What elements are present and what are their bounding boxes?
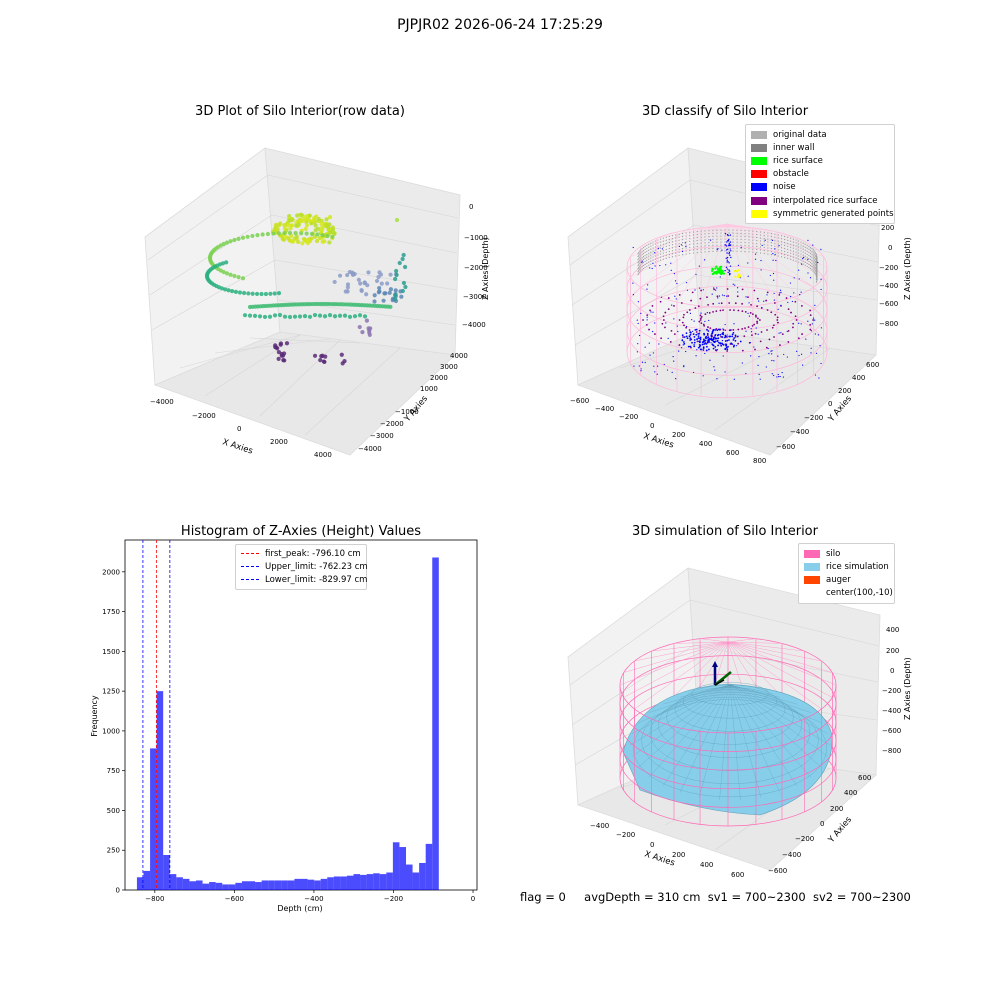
legend-entry: center(100,-10) bbox=[804, 587, 889, 600]
legend-label: center(100,-10) bbox=[826, 588, 893, 598]
simulation-ztick: −800 bbox=[882, 747, 901, 755]
simulation-ztick: 0 bbox=[890, 667, 894, 675]
legend-label: silo bbox=[826, 549, 840, 559]
simulation-y-label: Y Axies bbox=[826, 815, 854, 846]
legend-swatch bbox=[804, 563, 820, 571]
simulation-xtick: 600 bbox=[731, 871, 744, 879]
simulation-z-label: Z Axies (Depth) bbox=[903, 657, 912, 720]
simulation-ytick: 200 bbox=[830, 805, 843, 813]
simulation-xtick: 0 bbox=[650, 841, 654, 849]
simulation-ztick: −600 bbox=[882, 727, 901, 735]
legend-entry: auger bbox=[804, 573, 889, 586]
simulation-ztick: 200 bbox=[886, 647, 899, 655]
simulation-ytick: −200 bbox=[795, 835, 814, 843]
legend-entry: rice simulation bbox=[804, 560, 889, 573]
legend-label: rice simulation bbox=[826, 562, 889, 572]
simulation-legend: silo rice simulation auger center(100,-10) bbox=[798, 543, 895, 604]
legend-swatch bbox=[804, 576, 820, 584]
simulation-ytick: −400 bbox=[782, 851, 801, 859]
legend-entry: silo bbox=[804, 547, 889, 560]
legend-swatch bbox=[804, 589, 820, 597]
simulation-ytick: −600 bbox=[768, 867, 787, 875]
simulation-xtick: −400 bbox=[590, 822, 609, 830]
simulation-ytick: 400 bbox=[844, 789, 857, 797]
legend-label: auger bbox=[826, 575, 851, 585]
legend-swatch bbox=[804, 550, 820, 558]
simulation-xtick: 400 bbox=[700, 861, 713, 869]
simulation-ztick: −200 bbox=[882, 687, 901, 695]
simulation-ytick: 600 bbox=[858, 774, 871, 782]
simulation-ztick: −400 bbox=[882, 707, 901, 715]
status-avg-depth: avgDepth = 310 cm bbox=[584, 890, 700, 904]
status-line: flag = 0 avgDepth = 310 cm sv1 = 700~230… bbox=[520, 890, 911, 904]
status-sv2: sv2 = 700~2300 bbox=[813, 890, 911, 904]
simulation-ztick: 400 bbox=[886, 626, 899, 634]
status-flag: flag = 0 bbox=[520, 890, 566, 904]
simulation-ytick: 0 bbox=[820, 820, 824, 828]
simulation-xtick: −200 bbox=[616, 831, 635, 839]
status-sv1: sv1 = 700~2300 bbox=[708, 890, 806, 904]
